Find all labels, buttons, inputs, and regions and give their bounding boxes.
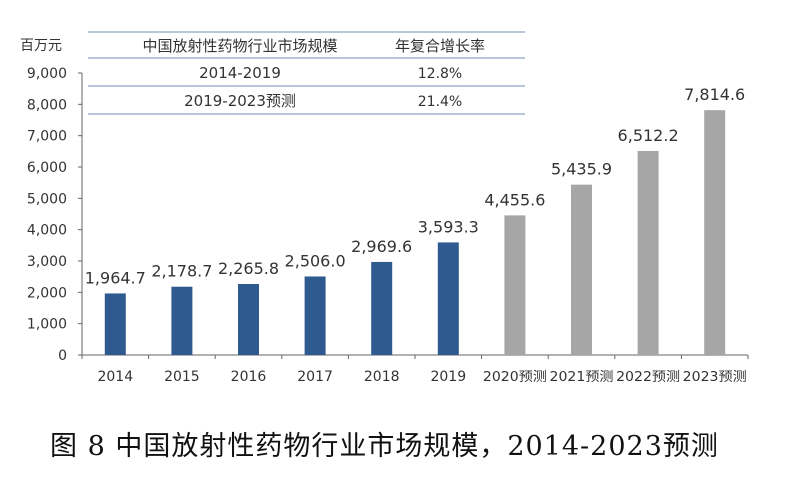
y-unit-label: 百万元 [20,38,62,54]
table-cell-period: 2014-2019 [199,64,281,82]
x-tick-label: 2020预测 [483,370,547,385]
y-tick-label: 0 [58,348,67,364]
bar [704,110,726,355]
figure-caption: 图 8 中国放射性药物行业市场规模，2014-2023预测 [50,431,719,462]
data-label: 5,435.9 [551,160,612,179]
data-label: 4,455.6 [484,190,545,209]
data-label: 6,512.2 [618,126,679,145]
y-tick-label: 5,000 [27,191,67,207]
x-tick-label: 2021预测 [550,370,614,385]
data-label: 2,506.0 [285,251,346,270]
x-tick-label: 2014 [97,369,133,385]
data-label: 2,969.6 [351,237,412,256]
x-tick-label: 2022预测 [616,370,680,385]
bar [437,242,459,355]
table-header: 年复合增长率 [395,37,485,55]
x-tick-label: 2015 [164,369,200,385]
y-tick-label: 4,000 [27,223,67,239]
bar [104,293,126,355]
x-tick-label: 2023预测 [683,370,747,385]
table-header: 中国放射性药物行业市场规模 [142,37,337,55]
x-tick-label: 2018 [364,369,400,385]
y-tick-label: 3,000 [27,254,67,270]
data-label: 3,593.3 [418,217,479,236]
bar [571,184,592,355]
x-tick-label: 2016 [231,369,267,385]
data-label: 7,814.6 [684,85,745,104]
data-label: 2,265.8 [218,259,279,278]
bar [637,150,659,355]
data-label: 2,178.7 [151,262,212,281]
y-tick-label: 7,000 [27,129,67,145]
bar [371,261,393,355]
y-tick-label: 6,000 [27,160,67,176]
x-tick-label: 2017 [297,369,333,385]
table-cell-cagr: 21.4% [418,94,462,110]
y-tick-label: 8,000 [27,97,67,113]
table-cell-cagr: 12.8% [418,66,462,82]
bar-chart: 0 1,000 2,000 3,000 4,000 5,000 6,000 7,000 8,00… [20,31,749,385]
data-label: 1,964.7 [85,268,146,287]
y-tick-label: 2,000 [27,285,67,301]
x-tick-label: 2019 [430,369,466,385]
table-cell-period: 2019-2023预测 [184,92,296,110]
bar [304,276,326,355]
y-tick-label: 9,000 [27,66,67,82]
bar [171,286,193,355]
y-tick-label: 1,000 [27,317,67,333]
bar [504,215,526,355]
bar [238,284,259,355]
